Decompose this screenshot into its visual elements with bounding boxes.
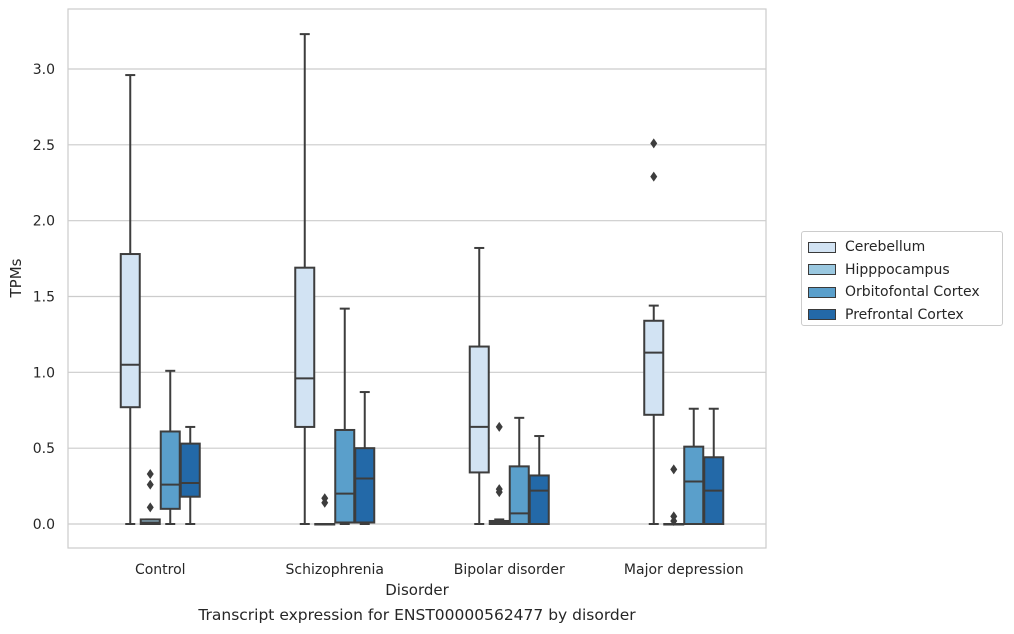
y-tick-label: 3.0 [33,62,55,78]
y-tick-label: 1.0 [33,365,55,381]
box-iqr [179,442,201,498]
box-iqr [119,253,141,409]
legend-swatch [808,309,836,321]
box-iqr [159,430,181,510]
box-iqr [683,445,705,525]
legend-label: Cerebellum [845,239,926,256]
box-cerebellum [643,138,665,525]
chart-caption: Transcript expression for ENST0000056247… [198,606,636,624]
outlier-point [650,138,658,149]
outlier-point [670,511,678,522]
y-tick-label: 1.5 [33,290,55,306]
y-tick-label: 0.0 [33,517,55,533]
box-iqr [468,345,490,474]
boxes [119,33,725,526]
x-tick-label: Bipolar disorder [454,562,565,578]
legend-item: Hipppocampus [808,259,1002,282]
box-cerebellum [119,74,141,525]
outlier-point [146,479,154,490]
box-cerebellum [468,246,490,525]
box-prefrontal-cortex [179,425,201,525]
y-tick-label: 2.5 [33,138,55,154]
y-tick-label: 0.5 [33,441,55,457]
box-hipppocampus [488,421,510,526]
x-tick-label: Schizophrenia [286,562,384,578]
x-tick-labels: Control Schizophrenia Bipolar disorder Majo… [135,562,744,578]
y-axis-title: TPMs [7,258,25,298]
outlier-point [146,502,154,513]
legend: Cerebellum Hipppocampus Orbitofontal Corte… [801,231,1003,326]
box-orbitofontal-cortex [334,307,356,525]
x-axis-title: Disorder [385,581,449,599]
box-prefrontal-cortex [528,435,550,526]
y-tick-label: 2.0 [33,214,55,230]
outlier-point [146,468,154,479]
outlier-point [650,171,658,182]
legend-item: Cerebellum [808,236,1002,259]
box-hipppocampus [314,493,336,526]
x-tick-label: Major depression [624,562,744,578]
box-iqr [528,474,550,526]
legend-item: Prefrontal Cortex [808,304,1002,327]
box-iqr [334,428,356,524]
outlier-point [495,421,503,432]
box-iqr [294,266,316,428]
box-prefrontal-cortex [354,391,376,525]
outlier-point [495,484,503,495]
legend-label: Hipppocampus [845,261,950,278]
box-prefrontal-cortex [703,407,725,525]
box-iqr [354,447,376,524]
legend-swatch [808,264,836,276]
box-hipppocampus [139,468,161,526]
legend-swatch [808,241,836,253]
box-iqr [508,465,530,526]
y-tick-labels: 0.0 0.5 1.0 1.5 2.0 2.5 3.0 [33,62,55,533]
box-iqr [643,319,665,416]
outlier-point [670,464,678,475]
outlier-point [321,493,329,504]
legend-swatch [808,286,836,298]
legend-label: Orbitofontal Cortex [845,284,980,301]
legend-label: Prefrontal Cortex [845,306,964,323]
x-tick-label: Control [135,562,186,578]
box-cerebellum [294,33,316,525]
legend-item: Orbitofontal Cortex [808,281,1002,304]
